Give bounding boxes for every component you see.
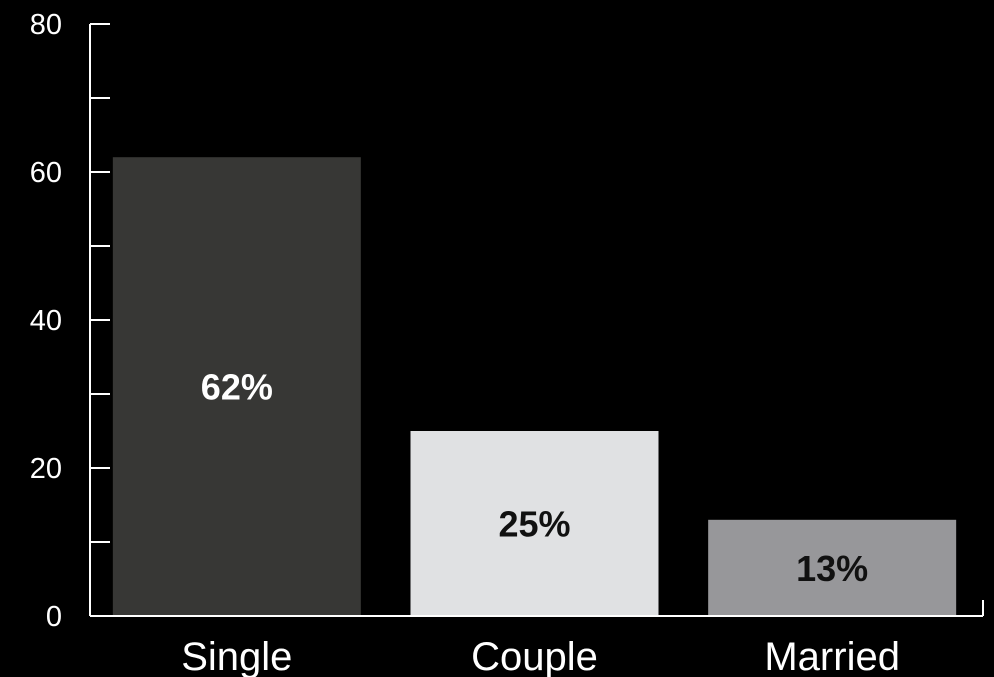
labels-group: 62% Single 25% Couple 13% Married 0 20 40 60 80 <box>30 9 900 677</box>
x-tick-label-married: Married <box>764 635 900 677</box>
y-tick-label-80: 80 <box>30 9 62 41</box>
bar-couple <box>410 431 659 616</box>
data-label-single: 62% <box>201 367 273 408</box>
bar-single <box>112 157 361 616</box>
data-label-couple: 25% <box>498 504 570 545</box>
y-tick-label-60: 60 <box>30 157 62 189</box>
data-label-married: 13% <box>796 548 868 589</box>
bars-group <box>112 157 957 616</box>
axes-group <box>89 23 984 617</box>
y-tick-label-40: 40 <box>30 305 62 337</box>
y-tick-label-20: 20 <box>30 453 62 485</box>
x-tick-label-couple: Couple <box>471 635 598 677</box>
x-tick-label-single: Single <box>181 635 292 677</box>
y-tick-label-0: 0 <box>46 601 62 633</box>
bar-married <box>708 519 957 616</box>
